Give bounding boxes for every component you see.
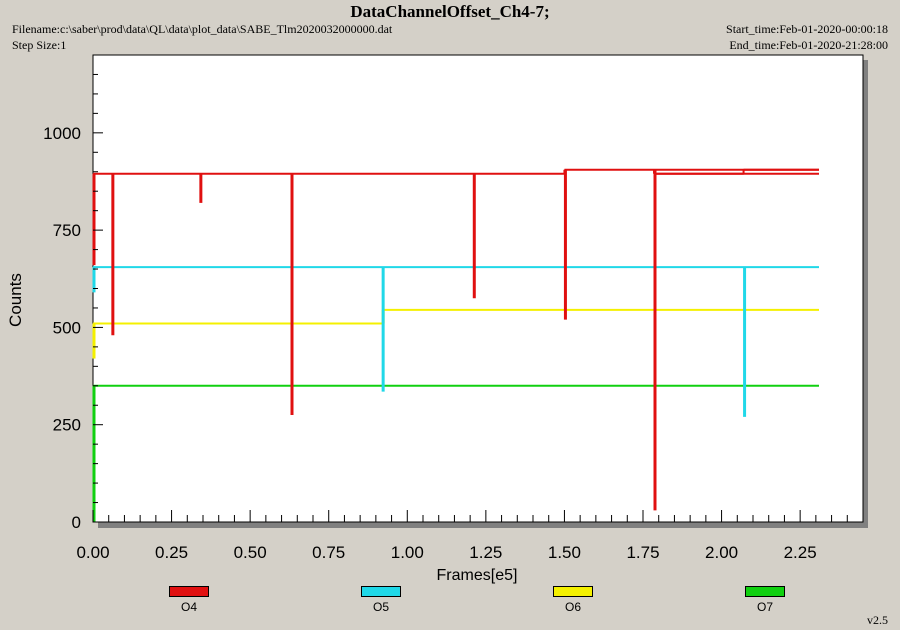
y-tick-label: 750 [53, 221, 81, 240]
x-tick-label: 2.25 [784, 543, 817, 562]
chart-title: DataChannelOffset_Ch4-7; [350, 2, 550, 21]
x-axis-label: Frames[e5] [437, 567, 518, 584]
x-tick-label: 0.00 [76, 543, 109, 562]
x-tick-label: 1.50 [548, 543, 581, 562]
plot-area [92, 54, 864, 523]
version-label: v2.5 [867, 613, 888, 627]
x-tick-label: 1.75 [626, 543, 659, 562]
x-tick-label: 1.00 [391, 543, 424, 562]
x-tick-label: 0.25 [155, 543, 188, 562]
axes-layer: 0 250 500 750 1000 0.00 0.25 0.50 0.75 1.00 1.25 1.… [43, 54, 848, 562]
y-tick-label: 500 [53, 318, 81, 337]
legend-swatch-o5 [361, 586, 401, 597]
legend-label-o6: O6 [564, 600, 581, 614]
legend-swatch-o6 [553, 586, 593, 597]
x-tick-label: 2.00 [705, 543, 738, 562]
legend-label-o7: O7 [756, 600, 773, 614]
legend-swatch-o4 [169, 586, 209, 597]
x-tick-label: 1.25 [469, 543, 502, 562]
step-size-label: Step Size:1 [12, 38, 67, 52]
series-layer [92, 168, 819, 522]
start-time-label: Start_time:Feb-01-2020-00:00:18 [726, 22, 888, 36]
y-axis-label: Counts [6, 273, 25, 327]
legend-label-o5: O5 [372, 600, 389, 614]
x-tick-label: 0.75 [312, 543, 345, 562]
y-tick-label: 250 [53, 416, 81, 435]
x-tick-label: 0.50 [234, 543, 267, 562]
legend-label-o4: O4 [180, 600, 197, 614]
y-tick-label: 1000 [43, 124, 81, 143]
end-time-label: End_time:Feb-01-2020-21:28:00 [729, 38, 888, 52]
legend-swatch-o7 [745, 586, 785, 597]
filename-label: Filename:c:\saber\prod\data\QL\data\plot… [12, 22, 393, 36]
y-tick-label: 0 [72, 513, 81, 532]
